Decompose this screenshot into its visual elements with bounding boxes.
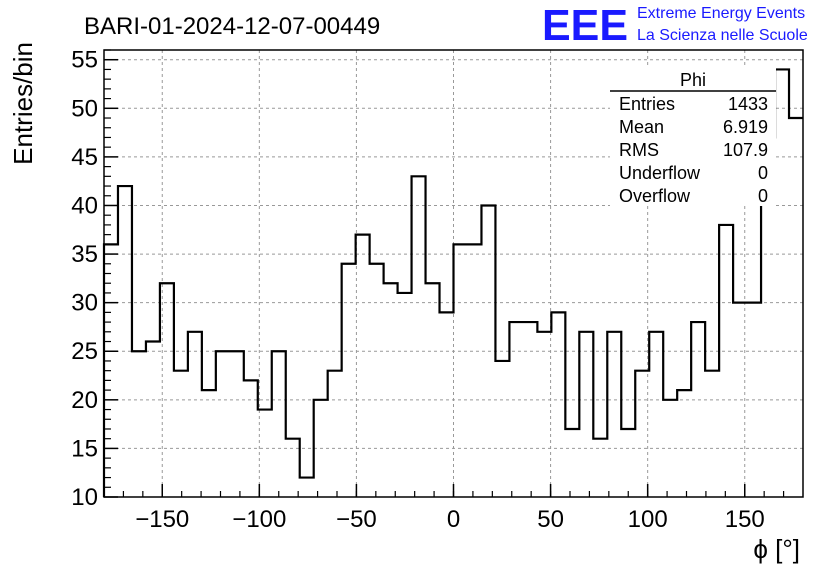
histogram-bin-31 [537, 332, 551, 497]
histogram-bin-48 [775, 69, 789, 497]
histogram-bin-28 [495, 361, 509, 497]
x-axis-ticks: −150 −100 −50 0 50 100 150 [122, 484, 785, 533]
logo-line1: Extreme Energy Events [637, 5, 805, 22]
histogram-bin-41 [677, 390, 691, 497]
y-axis-ticks: 10 15 20 25 30 35 40 45 50 55 [71, 47, 118, 511]
x-axis-title: ϕ [°] [753, 534, 800, 564]
histogram-bin-37 [621, 429, 635, 497]
histogram-bin-33 [565, 429, 579, 497]
stats-label-mean: Mean [619, 117, 664, 137]
x-tick-label-2: −50 [336, 506, 377, 533]
y-tick-label-5: 35 [71, 241, 98, 268]
x-tick-label-6: 150 [725, 506, 765, 533]
x-tick-label-5: 100 [628, 506, 668, 533]
y-tick-label-2: 20 [71, 387, 98, 414]
stats-box: Phi Entries 1433 Mean 6.919 RMS 107.9 Un… [610, 68, 776, 206]
y-tick-label-0: 10 [71, 484, 98, 511]
histogram-bin-21 [398, 293, 412, 497]
stats-value-underflow: 0 [758, 163, 768, 183]
histogram-bin-24 [440, 312, 454, 497]
histogram-bin-18 [356, 235, 370, 497]
histogram-bin-42 [691, 322, 705, 497]
x-tick-label-1: −100 [232, 506, 286, 533]
y-tick-label-4: 30 [71, 290, 98, 317]
histogram-bin-7 [202, 390, 216, 497]
histogram-bin-23 [426, 283, 440, 497]
histogram-bin-12 [272, 351, 286, 497]
y-tick-label-7: 45 [71, 144, 98, 171]
histogram-bin-39 [649, 332, 663, 497]
chart-title: BARI-01-2024-12-07-00449 [84, 13, 380, 40]
y-tick-label-6: 40 [71, 192, 98, 219]
histogram-bin-17 [342, 264, 356, 497]
histogram-bin-44 [719, 225, 733, 497]
stats-name: Phi [680, 70, 706, 90]
histogram-bin-29 [509, 322, 523, 497]
histogram-bin-2 [132, 351, 146, 497]
histogram-bin-34 [579, 332, 593, 497]
histogram-bin-6 [188, 332, 202, 497]
histogram-bin-30 [523, 322, 537, 497]
histogram-outline [102, 68, 803, 497]
stats-label-entries: Entries [619, 94, 675, 114]
histogram-bin-20 [384, 283, 398, 497]
y-tick-label-8: 50 [71, 95, 98, 122]
histogram-bin-14 [300, 478, 314, 497]
histogram-bin-11 [258, 410, 272, 497]
stats-value-overflow: 0 [758, 186, 768, 206]
histogram-bin-43 [705, 371, 719, 497]
y-tick-label-9: 55 [71, 47, 98, 74]
histogram-bin-3 [146, 342, 160, 497]
histogram-bin-36 [607, 332, 621, 497]
histogram-bin-35 [593, 439, 607, 497]
x-tick-label-3: 0 [447, 506, 460, 533]
histogram-bin-25 [454, 244, 468, 497]
stats-label-rms: RMS [619, 140, 659, 160]
histogram-bin-8 [216, 351, 230, 497]
histogram-bin-5 [174, 371, 188, 497]
histogram-bin-10 [244, 380, 258, 497]
histogram-bin-26 [467, 244, 481, 497]
histogram-bin-9 [230, 351, 244, 497]
stats-label-underflow: Underflow [619, 163, 701, 183]
histogram-series [102, 68, 803, 497]
x-tick-label-0: −150 [135, 506, 189, 533]
histogram-bin-19 [370, 264, 384, 497]
y-tick-label-1: 15 [71, 435, 98, 462]
logo-letters: EEE [542, 1, 628, 50]
stats-value-mean: 6.919 [723, 117, 768, 137]
histogram-bin-49 [789, 118, 803, 497]
histogram-bin-32 [551, 312, 565, 497]
x-tick-label-4: 50 [537, 506, 564, 533]
stats-value-entries: 1433 [728, 94, 768, 114]
y-tick-label-3: 25 [71, 338, 98, 365]
histogram-bin-16 [328, 371, 342, 497]
eee-logo: EEE Extreme Energy Events La Scienza nel… [542, 1, 808, 50]
histogram-bin-13 [286, 439, 300, 497]
histogram-bin-38 [635, 371, 649, 497]
stats-value-rms: 107.9 [723, 140, 768, 160]
logo-line2: La Scienza nelle Scuole [637, 27, 808, 44]
stats-label-overflow: Overflow [619, 186, 691, 206]
y-axis-title: Entries/bin [8, 42, 38, 165]
histogram-bin-1 [118, 186, 132, 497]
